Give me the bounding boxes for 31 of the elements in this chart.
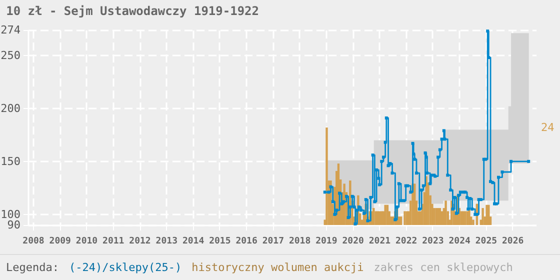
legend-title: Legenda: bbox=[6, 261, 59, 274]
x-tick-label: 2017 bbox=[262, 236, 284, 246]
x-tick-label: 2024 bbox=[448, 236, 472, 246]
y-tick-label: 200 bbox=[0, 102, 20, 115]
x-tick-label: 2014 bbox=[182, 236, 205, 246]
y-tick-label: 250 bbox=[0, 48, 20, 62]
x-tick-label: 2018 bbox=[288, 236, 311, 246]
x-tick-label: 2009 bbox=[49, 236, 71, 246]
text: historyczny wolumen aukcji bbox=[192, 261, 364, 274]
y-tick-label: 274 bbox=[0, 24, 21, 36]
x-tick-label: 2025 bbox=[475, 236, 498, 246]
x-tick-label: 2019 bbox=[316, 236, 338, 246]
y-tick-label: 90 bbox=[7, 218, 20, 232]
x-tick-label: 2015 bbox=[209, 236, 231, 246]
x-tick-label: 2016 bbox=[236, 236, 258, 246]
x-tick-label: 2021 bbox=[368, 236, 391, 246]
x-tick-label: 2010 bbox=[76, 236, 98, 246]
legend-label: zakres cen sklepowych bbox=[374, 261, 513, 274]
x-tick-label: 2013 bbox=[156, 236, 178, 246]
y-tick-label: 100 bbox=[0, 208, 20, 221]
x-tick-label: 2008 bbox=[22, 236, 44, 246]
text: (-24)/sklepy(25-) bbox=[68, 261, 182, 274]
x-tick-label: 2011 bbox=[102, 236, 124, 246]
chart-title: 10 zł - Sejm Ustawodawczy 1919-1922 bbox=[6, 4, 260, 18]
x-tick-label: 2022 bbox=[395, 236, 418, 246]
x-tick-label: 2012 bbox=[129, 236, 151, 246]
text: 24 bbox=[541, 121, 555, 134]
x-tick-label: 2023 bbox=[422, 236, 444, 246]
y-tick-label: 150 bbox=[0, 154, 20, 168]
x-tick-label: 2026 bbox=[502, 236, 524, 246]
x-tick-label: 2020 bbox=[342, 236, 364, 246]
